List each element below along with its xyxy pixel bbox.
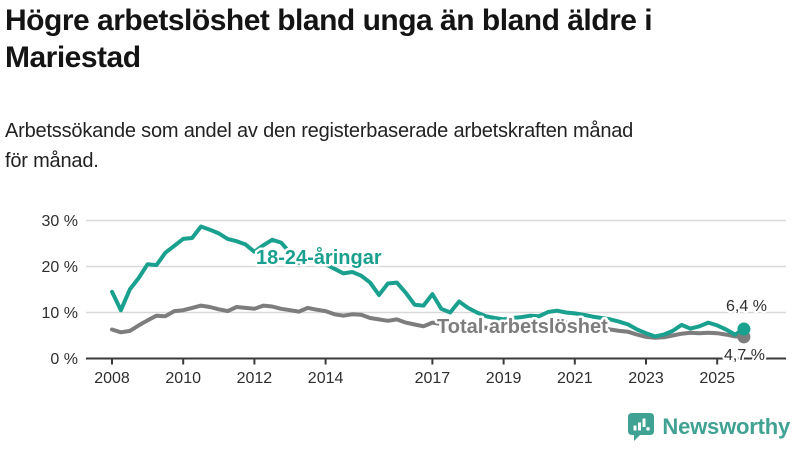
newsworthy-logo-text: Newsworthy: [662, 413, 790, 439]
x-tick-label-2012: 2012: [237, 370, 273, 387]
title-line-1: Högre arbetslöshet bland unga än bland ä…: [5, 4, 653, 37]
series-label-0: Total arbetslöshet: [437, 316, 608, 338]
y-tick-label-10: 10 %: [42, 305, 78, 322]
x-tick-label-2008: 2008: [94, 370, 130, 387]
series-line-1: [110, 224, 746, 339]
subtitle-line-1: Arbetssökande som andel av den registerb…: [5, 120, 634, 142]
x-tick-label-2021: 2021: [557, 370, 593, 387]
y-tick-label-0: 0 %: [50, 351, 78, 368]
x-tick-label-2014: 2014: [308, 370, 344, 387]
x-tick-label-2025: 2025: [699, 370, 735, 387]
newsworthy-logo-icon: [628, 413, 655, 441]
series-end-value-1: 6,4 %: [726, 298, 767, 315]
y-tick-label-30: 30 %: [42, 213, 78, 230]
title-line-2: Mariestad: [5, 41, 141, 74]
x-tick-label-2019: 2019: [486, 370, 522, 387]
y-tick-label-20: 20 %: [42, 259, 78, 276]
newsworthy-logo: Newsworthy: [627, 412, 790, 441]
series-label-1: 18-24-åringar: [256, 246, 382, 269]
series-end-value-0: 4,7 %: [724, 347, 765, 364]
chart-subtitle: Arbetssökande som andel av den registerb…: [5, 116, 795, 176]
x-tick-label-2017: 2017: [415, 370, 451, 387]
series-line-0: [110, 303, 746, 340]
x-tick-label-2010: 2010: [165, 370, 201, 387]
series-end-dot-1: [737, 322, 751, 336]
page-title: Högre arbetslöshet bland unga än bland ä…: [5, 2, 795, 76]
subtitle-line-2: för månad.: [5, 150, 99, 172]
x-tick-label-2023: 2023: [628, 370, 664, 387]
